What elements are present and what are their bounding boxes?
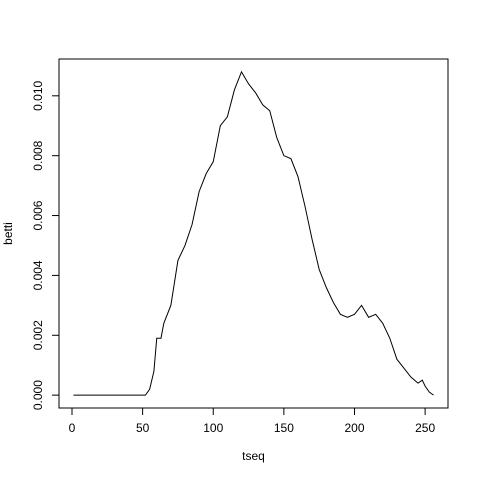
x-axis-label: tseq bbox=[242, 449, 265, 463]
y-tick-label: 0.006 bbox=[31, 200, 45, 230]
y-tick-label: 0.010 bbox=[31, 80, 45, 110]
x-tick-label: 0 bbox=[69, 421, 76, 435]
y-axis-label: betti bbox=[1, 222, 15, 245]
data-line bbox=[73, 70, 434, 396]
x-tick-label: 200 bbox=[344, 421, 364, 435]
y-tick-label: 0.008 bbox=[31, 140, 45, 170]
x-tick-label: 100 bbox=[203, 421, 223, 435]
x-tick-label: 250 bbox=[415, 421, 435, 435]
y-tick-label: 0.000 bbox=[31, 380, 45, 410]
plot-box bbox=[58, 58, 449, 409]
x-tick-label: 50 bbox=[136, 421, 150, 435]
y-tick-label: 0.002 bbox=[31, 320, 45, 350]
x-tick-label: 150 bbox=[274, 421, 294, 435]
y-tick-label: 0.004 bbox=[31, 260, 45, 290]
